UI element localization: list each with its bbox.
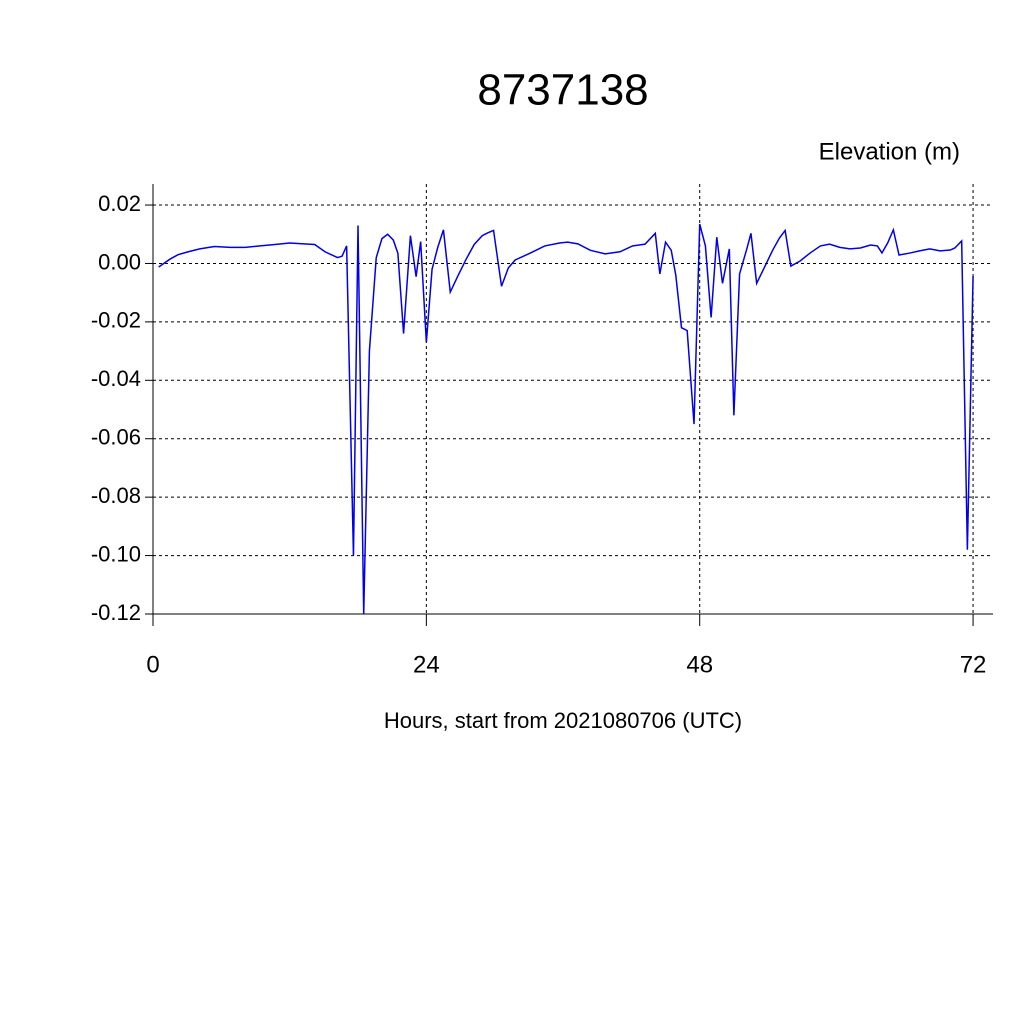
y-tick-label: -0.12 (91, 600, 141, 625)
y-tick-label: 0.02 (98, 191, 141, 216)
x-tick-label: 24 (413, 651, 440, 678)
y-tick-label: -0.02 (91, 308, 141, 333)
data-line (158, 223, 974, 615)
x-tick-label: 72 (960, 651, 987, 678)
x-axis-label: Hours, start from 2021080706 (UTC) (384, 708, 742, 733)
y-tick-label: -0.08 (91, 483, 141, 508)
y-tick-label: -0.10 (91, 541, 141, 566)
y-axis-label: Elevation (m) (819, 138, 960, 165)
x-tick-label: 48 (686, 651, 713, 678)
chart-title: 8737138 (477, 66, 648, 115)
y-tick-label: -0.04 (91, 366, 141, 391)
y-tick-label: -0.06 (91, 425, 141, 450)
y-tick-label: 0.00 (98, 249, 141, 274)
x-tick-label: 0 (146, 651, 159, 678)
